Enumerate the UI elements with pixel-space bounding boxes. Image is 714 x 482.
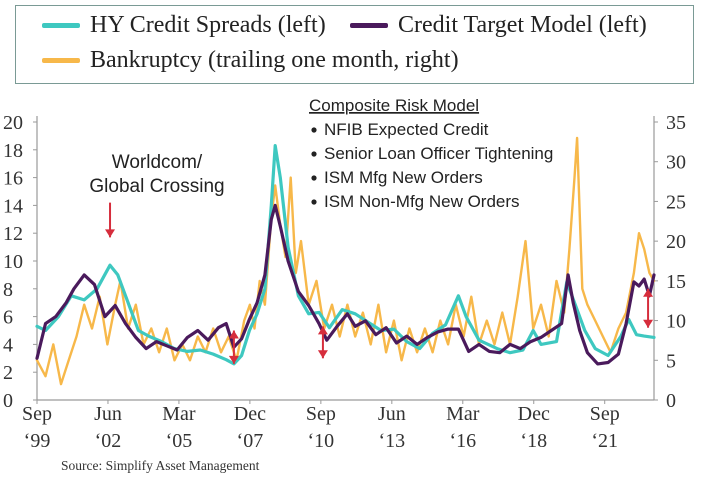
legend: HY Credit Spreads (left) Credit Target M…: [15, 5, 694, 84]
right-axis-tick-label: 10: [666, 311, 686, 333]
legend-label-hy-spreads: HY Credit Spreads (left): [90, 12, 326, 38]
left-axis-tick-label: 4: [3, 334, 13, 356]
x-axis-tick-label: Mar: [162, 403, 196, 425]
right-axis-tick-label: 15: [666, 271, 686, 293]
left-axis-tick-label: 2: [3, 362, 13, 384]
x-axis-tick-label: ‘05: [166, 430, 193, 452]
legend-item-hy-spreads: HY Credit Spreads (left): [42, 12, 326, 39]
legend-label-bankruptcy: Bankruptcy (trailing one month, right): [90, 47, 459, 73]
composite-bullet: [311, 199, 317, 205]
legend-label-credit-target: Credit Target Model (left): [398, 12, 647, 38]
right-axis-tick-label: 30: [666, 152, 686, 174]
left-axis-tick-label: 14: [3, 195, 23, 217]
x-axis-tick-label: Dec: [234, 403, 266, 425]
x-axis-tick-label: Mar: [446, 403, 480, 425]
x-axis-tick-label: ‘10: [308, 430, 335, 452]
left-axis-tick-label: 12: [3, 223, 23, 245]
left-axis-tick-label: 18: [3, 140, 23, 162]
right-axis-tick-label: 20: [666, 231, 686, 253]
composite-bullet: [311, 151, 317, 157]
x-axis-tick-label: Dec: [518, 403, 550, 425]
composite-item: ISM Mfg New Orders: [324, 168, 483, 187]
worldcom-label: Worldcom/: [112, 152, 203, 173]
left-axis-tick-label: 8: [3, 279, 13, 301]
annotation-arrowhead: [643, 319, 654, 328]
x-axis-tick-label: ‘21: [591, 430, 618, 452]
x-axis-tick-label: Jun: [378, 403, 406, 425]
left-axis-tick-label: 6: [3, 307, 13, 329]
x-axis-tick-label: Jun: [94, 403, 122, 425]
left-axis-tick-label: 0: [3, 390, 13, 412]
legend-swatch-hy-spreads: [42, 23, 80, 28]
x-axis-tick-label: Sep: [22, 403, 52, 425]
legend-swatch-credit-target: [350, 23, 388, 28]
x-axis-tick-label: Sep: [590, 403, 620, 425]
x-axis-tick-label: ‘18: [520, 430, 547, 452]
legend-item-bankruptcy: Bankruptcy (trailing one month, right): [42, 47, 459, 74]
right-axis-tick-label: 0: [666, 390, 676, 412]
left-axis-tick-label: 10: [3, 251, 23, 273]
composite-item: Senior Loan Officer Tightening: [324, 144, 553, 163]
composite-bullet: [311, 127, 317, 133]
x-axis-tick-label: ‘13: [378, 430, 405, 452]
annotation-arrowhead: [105, 229, 116, 238]
right-axis-tick-label: 25: [666, 191, 686, 213]
left-axis-tick-label: 16: [3, 168, 23, 190]
right-axis-tick-label: 35: [666, 112, 686, 134]
legend-item-credit-target: Credit Target Model (left): [350, 12, 647, 39]
source-note: Source: Simplify Asset Management: [61, 458, 260, 473]
annotation-arrowhead: [228, 330, 239, 339]
worldcom-label: Global Crossing: [89, 176, 224, 197]
legend-swatch-bankruptcy: [42, 58, 80, 63]
composite-title: Composite Risk Model: [309, 96, 479, 115]
x-axis-tick-label: ‘07: [237, 430, 264, 452]
x-axis-tick-label: ‘16: [449, 430, 476, 452]
annotation-arrowhead: [228, 355, 239, 364]
x-axis-tick-label: ‘02: [95, 430, 122, 452]
annotation-arrowhead: [317, 326, 328, 335]
x-axis-tick-label: Sep: [306, 403, 336, 425]
annotation-arrowhead: [317, 350, 328, 359]
series-line-2: [35, 203, 656, 366]
composite-bullet: [311, 175, 317, 181]
x-axis-tick-label: ‘99: [24, 430, 51, 452]
composite-item: ISM Non-Mfg New Orders: [324, 192, 520, 211]
left-axis-tick-label: 20: [3, 112, 23, 134]
composite-item: NFIB Expected Credit: [324, 120, 489, 139]
right-axis-tick-label: 5: [666, 350, 676, 372]
annotation-arrowhead: [643, 288, 654, 297]
